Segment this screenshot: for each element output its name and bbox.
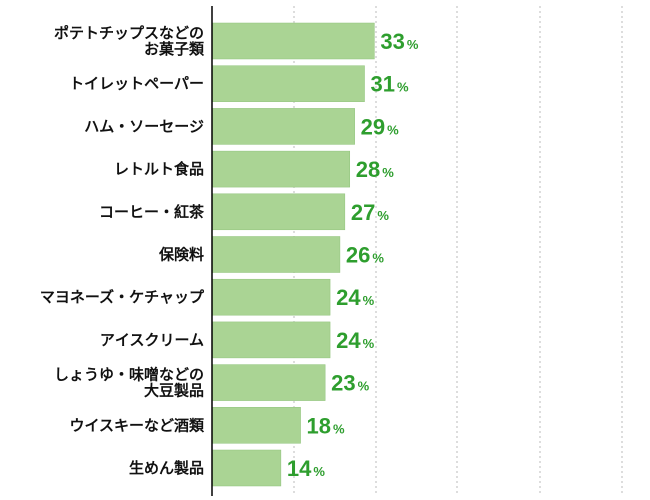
- value-label-10: 18%: [307, 413, 345, 438]
- category-label-5: コーヒー・紅茶: [99, 203, 205, 221]
- category-label-7: マヨネーズ・ケチャップ: [40, 288, 205, 306]
- category-labels: ポテトチップスなどのお菓子類トイレットペーパーハム・ソーセージレトルト食品コーヒ…: [40, 24, 205, 477]
- category-label-3: ハム・ソーセージ: [84, 117, 204, 135]
- value-label-8: 24%: [336, 328, 374, 353]
- bar-5: [211, 193, 346, 231]
- bar-8: [211, 321, 331, 359]
- value-label-2: 31%: [371, 72, 409, 97]
- value-label-5: 27%: [351, 200, 389, 225]
- bar-7: [211, 278, 331, 316]
- bar-1: [211, 22, 375, 60]
- value-label-3: 29%: [361, 114, 399, 139]
- value-label-4: 28%: [356, 157, 394, 182]
- bar-4: [211, 150, 351, 188]
- value-label-6: 26%: [346, 243, 384, 268]
- category-label-8: アイスクリーム: [100, 331, 204, 349]
- category-label-4: レトルト食品: [114, 160, 204, 178]
- category-label-1: ポテトチップスなどのお菓子類: [54, 24, 205, 58]
- category-label-6: 保険料: [158, 246, 204, 264]
- bar-6: [211, 236, 341, 273]
- value-label-11: 14%: [287, 456, 325, 481]
- category-label-10: ウイスキーなど酒類: [69, 416, 205, 434]
- bar-2: [211, 65, 365, 102]
- category-label-11: 生めん製品: [129, 459, 204, 477]
- value-labels: 33 % 31 % 29 % 28 % 27 % 26 % 24 % 24 % 23 % 18 % 14%: [287, 29, 419, 481]
- value-label-7: 24%: [336, 285, 374, 310]
- value-label-9: 23%: [331, 371, 369, 396]
- bar-9: [211, 364, 326, 401]
- bar-11: [211, 449, 282, 487]
- category-label-2: トイレットペーパー: [69, 75, 204, 93]
- category-label-9: しょうゆ・味噌などの大豆製品: [54, 366, 204, 400]
- bar-10: [211, 407, 301, 444]
- bars: [211, 22, 375, 487]
- bar-3: [211, 108, 355, 145]
- value-label-1: 33%: [380, 29, 418, 54]
